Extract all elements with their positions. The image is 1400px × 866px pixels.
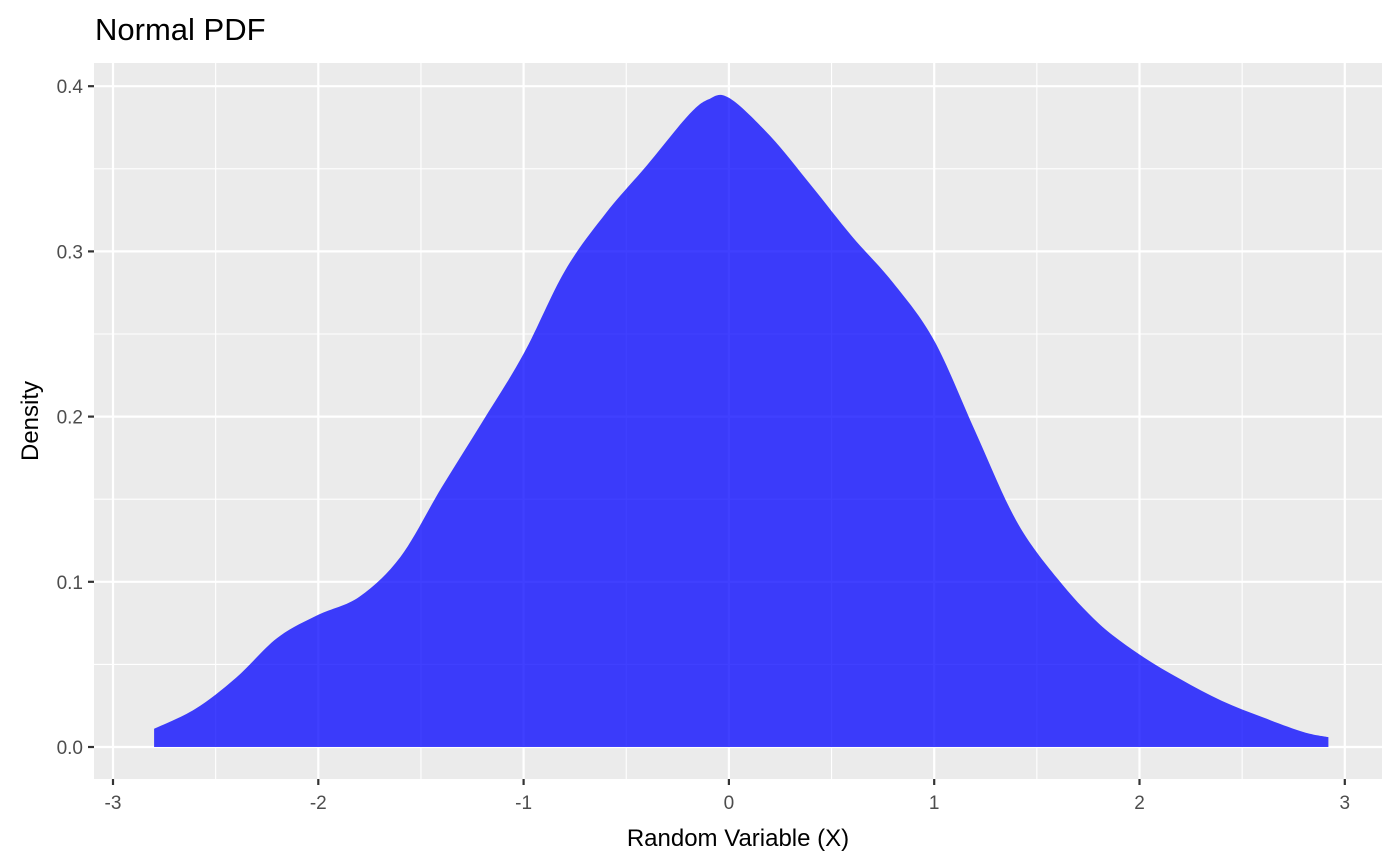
y-axis-title: Density (17, 381, 44, 461)
x-axis: -3 -2 -1 0 1 2 3 (105, 779, 1351, 814)
chart-title: Normal PDF (95, 12, 266, 47)
y-tick-label: 0.1 (57, 573, 83, 594)
series-layer (154, 94, 1329, 748)
x-axis-title: Random Variable (X) (627, 825, 849, 852)
density-area (154, 94, 1329, 748)
x-tick-label: 2 (1134, 793, 1145, 814)
y-axis: 0.0 0.1 0.2 0.3 0.4 (57, 77, 94, 759)
y-tick-label: 0.4 (57, 77, 84, 98)
x-tick-label: -2 (310, 793, 327, 814)
y-tick-label: 0.2 (57, 408, 83, 429)
x-tick-label: 0 (724, 793, 735, 814)
x-tick-label: 1 (929, 793, 940, 814)
y-tick-label: 0.0 (57, 738, 83, 759)
x-tick-label: 3 (1340, 793, 1351, 814)
x-tick-label: -1 (515, 793, 532, 814)
y-tick-label: 0.3 (57, 242, 83, 263)
x-tick-label: -3 (105, 793, 122, 814)
